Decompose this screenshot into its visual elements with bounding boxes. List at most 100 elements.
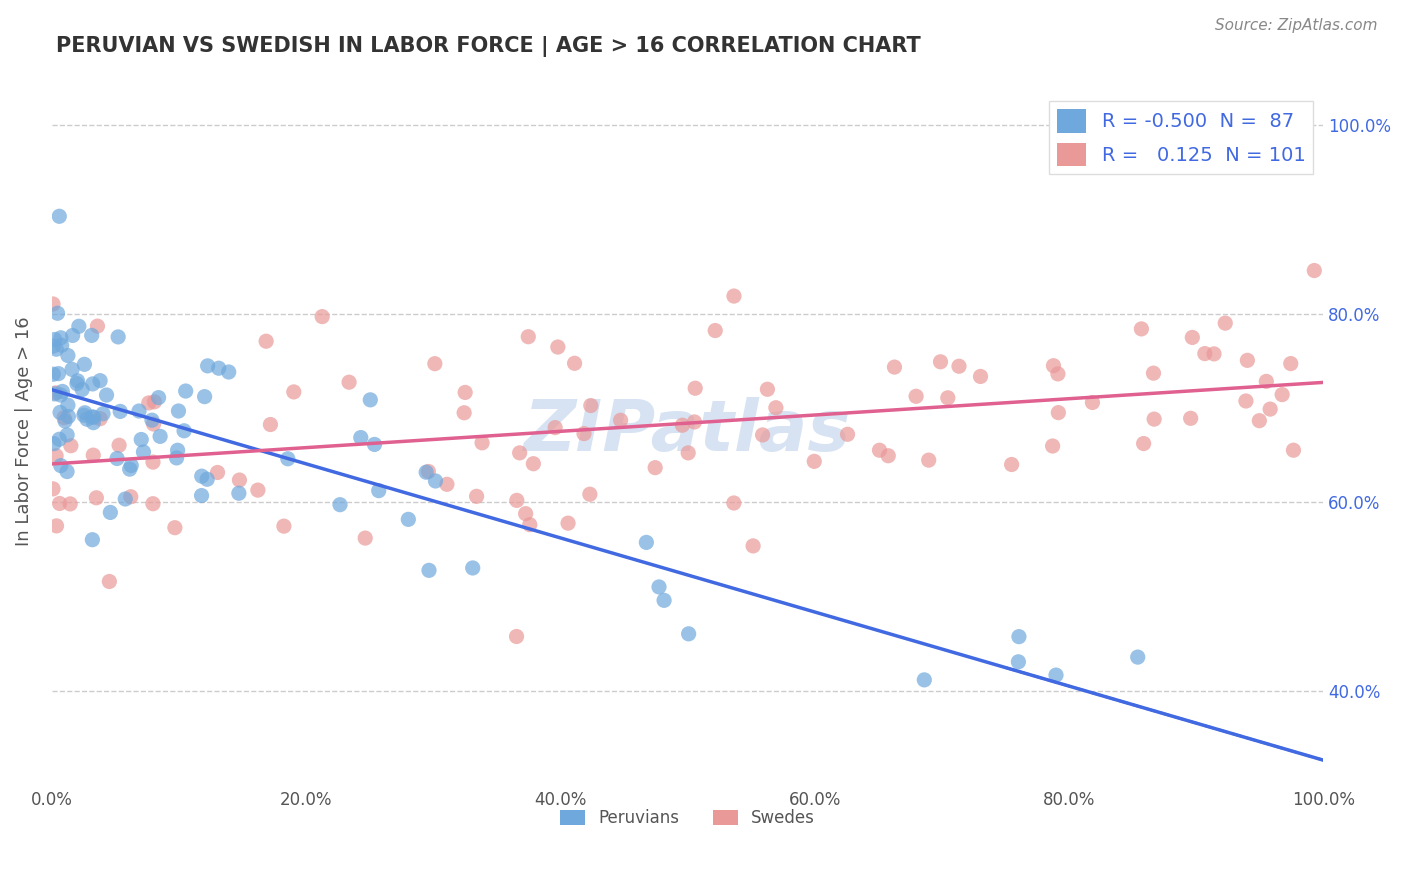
Point	[190, 469, 212, 483]
Point	[544, 420, 567, 434]
Point	[277, 451, 299, 466]
Point	[83, 410, 105, 425]
Point	[751, 428, 773, 442]
Point	[208, 361, 231, 376]
Point	[1234, 394, 1257, 409]
Point	[98, 505, 121, 519]
Text: ZIPatlas: ZIPatlas	[524, 397, 851, 467]
Point	[58, 409, 80, 424]
Point	[254, 334, 277, 349]
Point	[44, 333, 66, 347]
Point	[42, 297, 65, 311]
Point	[1271, 387, 1294, 401]
Point	[166, 443, 188, 458]
Point	[228, 486, 250, 500]
Point	[1008, 630, 1031, 644]
Point	[837, 427, 859, 442]
Point	[49, 405, 72, 419]
Point	[359, 392, 381, 407]
Point	[678, 627, 700, 641]
Point	[1202, 347, 1225, 361]
Point	[82, 533, 104, 547]
Point	[454, 385, 477, 400]
Point	[56, 349, 79, 363]
Point	[128, 404, 150, 418]
Point	[1180, 411, 1202, 425]
Point	[259, 417, 281, 432]
Point	[918, 453, 941, 467]
Point	[173, 424, 195, 438]
Point	[89, 374, 111, 388]
Point	[194, 390, 217, 404]
Point	[108, 404, 131, 418]
Point	[86, 491, 108, 505]
Point	[190, 489, 212, 503]
Point	[505, 630, 527, 644]
Point	[683, 381, 706, 395]
Point	[936, 391, 959, 405]
Point	[118, 462, 141, 476]
Point	[120, 490, 142, 504]
Point	[311, 310, 333, 324]
Point	[142, 455, 165, 469]
Point	[1130, 322, 1153, 336]
Point	[465, 489, 488, 503]
Point	[1000, 458, 1022, 472]
Point	[44, 387, 66, 401]
Point	[461, 561, 484, 575]
Point	[1132, 436, 1154, 450]
Point	[723, 496, 745, 510]
Point	[1007, 655, 1029, 669]
Point	[108, 438, 131, 452]
Point	[1045, 668, 1067, 682]
Point	[1279, 357, 1302, 371]
Point	[1181, 330, 1204, 344]
Point	[148, 391, 170, 405]
Point	[143, 394, 166, 409]
Point	[56, 465, 79, 479]
Point	[86, 319, 108, 334]
Point	[91, 407, 114, 421]
Point	[142, 497, 165, 511]
Point	[506, 493, 529, 508]
Point	[246, 483, 269, 497]
Point	[704, 324, 727, 338]
Point	[45, 449, 67, 463]
Point	[1282, 443, 1305, 458]
Point	[82, 416, 104, 430]
Point	[912, 673, 935, 687]
Point	[869, 443, 891, 458]
Point	[337, 375, 360, 389]
Point	[49, 388, 72, 402]
Point	[70, 383, 93, 397]
Point	[73, 408, 96, 422]
Point	[228, 473, 250, 487]
Point	[45, 385, 67, 400]
Point	[522, 457, 544, 471]
Point	[59, 439, 82, 453]
Point	[329, 498, 352, 512]
Point	[66, 376, 89, 391]
Point	[283, 384, 305, 399]
Point	[56, 428, 79, 442]
Point	[671, 418, 693, 433]
Point	[683, 415, 706, 429]
Point	[1249, 414, 1271, 428]
Point	[60, 362, 83, 376]
Point	[471, 435, 494, 450]
Y-axis label: In Labor Force | Age > 16: In Labor Force | Age > 16	[15, 317, 32, 547]
Point	[48, 432, 70, 446]
Point	[905, 389, 928, 403]
Point	[1213, 316, 1236, 330]
Point	[1303, 263, 1326, 277]
Point	[1042, 359, 1064, 373]
Legend: Peruvians, Swedes: Peruvians, Swedes	[554, 803, 821, 834]
Point	[423, 357, 446, 371]
Point	[367, 483, 389, 498]
Point	[80, 328, 103, 343]
Point	[45, 342, 67, 356]
Point	[149, 429, 172, 443]
Point	[1126, 650, 1149, 665]
Point	[517, 329, 540, 343]
Point	[207, 466, 229, 480]
